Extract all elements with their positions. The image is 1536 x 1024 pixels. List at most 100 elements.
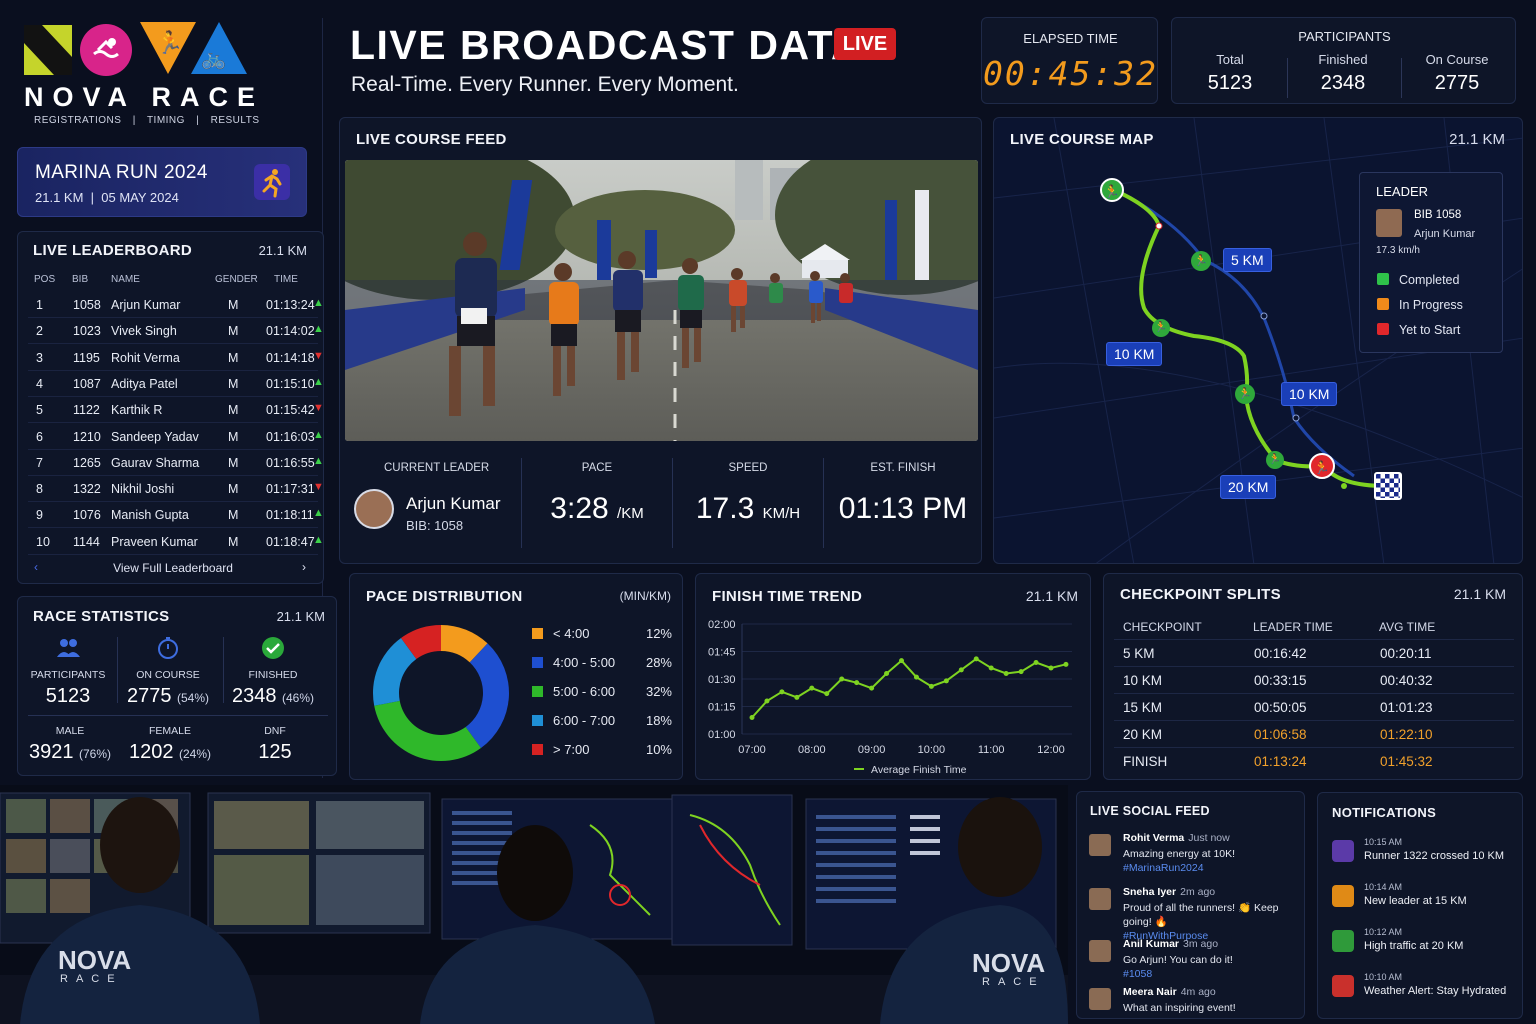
donut-slice [373, 637, 417, 706]
data-point [854, 680, 860, 686]
splits-row[interactable]: 5 KM 00:16:42 00:20:11 [1114, 639, 1514, 666]
row-pos: 3 [36, 350, 43, 365]
participants-total: Total 5123 [1175, 52, 1285, 95]
leaderboard-row[interactable]: 5 1122 Karthik R M 01:15:42 ▼ [28, 397, 324, 424]
leaderboard-row[interactable]: 6 1210 Sandeep Yadav M 01:16:03 ▲ [28, 424, 324, 450]
data-point [1033, 660, 1039, 665]
splits-row[interactable]: FINISH 01:13:24 01:45:32 [1114, 747, 1514, 774]
checkpoint-marker-icon[interactable]: 🏃 [1191, 251, 1211, 271]
data-point [809, 685, 815, 691]
data-point [928, 683, 934, 689]
row-time: 01:15:42 [266, 403, 315, 418]
live-course-map-panel: LIVE COURSE MAP 21.1 KM 🏃 🏃 🏃 🏃 🏃 🏃 5 KM… [993, 117, 1523, 564]
arrow-up-icon: ▲ [313, 507, 324, 520]
arrow-up-icon: ▲ [313, 533, 324, 546]
stat-finished: FINISHED 2348 (46%) [223, 669, 323, 708]
hashtag-link[interactable]: #1058 [1123, 968, 1153, 980]
split-leader-time: 01:13:24 [1254, 754, 1307, 769]
pace-legend-label: 5:00 - 6:00 [553, 684, 616, 699]
pace-legend-item: > 7:00 10% [532, 742, 672, 757]
hashtag-link[interactable]: #RunWithPurpose [1123, 930, 1209, 942]
leaderboard-row[interactable]: 10 1144 Praveen Kumar M 01:18:47 ▲ [28, 529, 324, 555]
check-circle-icon [260, 635, 286, 661]
social-author-name: Rohit Verma [1123, 832, 1185, 844]
y-tick-label: 01:30 [708, 674, 736, 686]
social-post-body: Amazing energy at 10K! [1123, 848, 1236, 860]
row-name: Manish Gupta [111, 508, 189, 523]
legend-swatch [1377, 323, 1389, 335]
social-title: LIVE SOCIAL FEED [1090, 804, 1210, 818]
leaderboard-row[interactable]: 8 1322 Nikhil Joshi M 01:17:31 ▼ [28, 476, 324, 503]
row-bib: 1265 [73, 455, 101, 470]
pace-legend-item: 6:00 - 7:00 18% [532, 713, 672, 728]
data-point [973, 656, 979, 662]
stat-male-label: MALE [55, 725, 85, 737]
live-video-feed[interactable] [345, 160, 978, 441]
hashtag-link[interactable]: #MarinaRun2024 [1123, 862, 1204, 874]
view-full-leaderboard[interactable]: ‹ View Full Leaderboard › [28, 558, 318, 580]
row-name: Vivek Singh [111, 324, 177, 339]
row-pos: 9 [36, 508, 43, 523]
social-post-text: Amazing energy at 10K! #MarinaRun2024 [1123, 847, 1303, 875]
row-name: Rohit Verma [111, 350, 180, 365]
trophy-icon [1332, 885, 1354, 907]
notification-text: Weather Alert: Stay Hydrated [1364, 985, 1507, 997]
leaderboard-row[interactable]: 4 1087 Aditya Patel M 01:15:10 ▲ [28, 371, 324, 397]
map-tag-10km: 10 KM [1106, 342, 1163, 366]
social-author-name: Meera Nair [1123, 986, 1177, 998]
map-tag-5km: 5 KM [1223, 248, 1272, 272]
pace-legend-swatch [532, 715, 543, 726]
finish-time-trend-panel: FINISH TIME TREND 21.1 KM 02:00 01:45 01:3… [695, 573, 1091, 780]
broadcast-control-room-photo: NOVA RACE NOVA RACE [0, 785, 1068, 1024]
leader-position-icon[interactable]: 🏃 [1309, 453, 1335, 479]
series-line [751, 657, 1067, 719]
stat-on-course-label: ON COURSE [136, 669, 200, 681]
leaderboard-row[interactable]: 2 1023 Vivek Singh M 01:14:02 ▲ [28, 318, 324, 345]
split-avg-time: 01:01:23 [1380, 700, 1433, 715]
feed-divider [823, 458, 824, 548]
pace-distribution-panel: PACE DISTRIBUTION (MIN/KM) < 4:00 12% 4:00… [349, 573, 683, 780]
arrow-down-icon: ▼ [313, 402, 324, 415]
splits-row[interactable]: 10 KM 00:33:15 00:40:32 [1114, 666, 1514, 693]
row-pos: 10 [36, 534, 50, 549]
chevron-right-icon[interactable]: › [302, 560, 306, 574]
checkpoint-marker-icon[interactable]: 🏃 [1266, 451, 1284, 469]
splits-row[interactable]: 20 KM 01:06:58 01:22:10 [1114, 720, 1514, 747]
legend-in-progress: In Progress [1377, 298, 1463, 312]
alert-icon [1332, 975, 1354, 997]
bike-icon: 🚲 [201, 48, 226, 70]
results-link[interactable]: RESULTS [210, 115, 260, 126]
notification-time: 10:15 AM [1364, 837, 1403, 847]
stat-on-course-pct: (54%) [177, 691, 210, 705]
stat-dnf-value: 125 [258, 741, 292, 763]
live-course-feed-panel: LIVE COURSE FEED [339, 117, 982, 564]
legend-leader-bib: BIB 1058 [1414, 209, 1462, 221]
row-time: 01:18:11 [266, 508, 314, 523]
map-legend: LEADER BIB 1058 Arjun Kumar 17.3 km/h Co… [1359, 172, 1503, 353]
legend-swatch [1377, 298, 1389, 310]
row-bib: 1087 [73, 376, 101, 391]
leaderboard-row[interactable]: 1 1058 Arjun Kumar M 01:13:24 ▲ [28, 292, 324, 318]
event-card[interactable]: MARINA RUN 2024 21.1 KM | 05 MAY 2024 [17, 147, 307, 217]
participants-finished: Finished 2348 [1288, 52, 1398, 95]
timing-link[interactable]: TIMING [146, 115, 185, 126]
leaderboard-row[interactable]: 7 1265 Gaurav Sharma M 01:16:55 ▲ [28, 450, 324, 476]
jersey-logo-sub: RACE [982, 976, 1045, 988]
data-point [749, 715, 755, 720]
checkpoint-marker-icon[interactable]: 🏃 [1235, 384, 1255, 404]
chevron-left-icon[interactable]: ‹ [34, 560, 38, 574]
social-post-time: 3m ago [1183, 938, 1219, 950]
stat-dnf: DNF 125 [225, 725, 325, 764]
start-marker-icon[interactable]: 🏃 [1100, 178, 1124, 202]
y-tick-label: 01:00 [708, 729, 736, 741]
notifications-title: NOTIFICATIONS [1332, 805, 1437, 820]
arrow-down-icon: ▼ [313, 349, 324, 362]
row-name: Praveen Kumar [111, 534, 198, 549]
leaderboard-row[interactable]: 9 1076 Manish Gupta M 01:18:11 ▲ [28, 502, 324, 529]
leaderboard-row[interactable]: 3 1195 Rohit Verma M 01:14:18 ▼ [28, 345, 324, 371]
finish-flag-icon[interactable] [1374, 472, 1402, 500]
splits-row[interactable]: 15 KM 00:50:05 01:01:23 [1114, 693, 1514, 720]
checkpoint-marker-icon[interactable]: 🏃 [1152, 319, 1170, 337]
registrations-link[interactable]: REGISTRATIONS [34, 115, 122, 126]
leader-speed: SPEED 17.3 KM/H [673, 462, 823, 526]
